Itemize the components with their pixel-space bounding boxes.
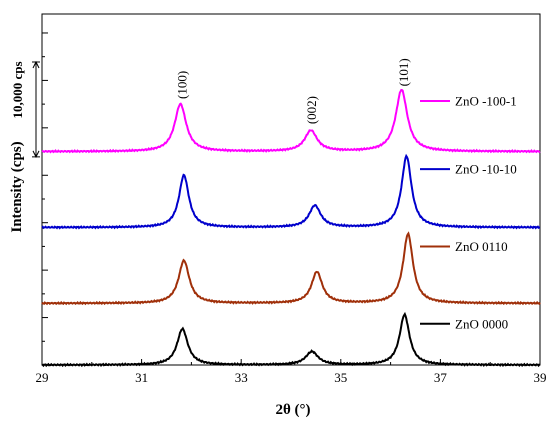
x-tick-label: 37 <box>434 370 448 385</box>
scale-bar-label: 10,000 cps <box>10 61 25 118</box>
peak-label-2: (101) <box>396 58 411 86</box>
axes <box>41 13 541 366</box>
scale-bar-arrow-up <box>32 60 40 69</box>
annotations: (100) (002) (101) <box>32 58 411 158</box>
x-axis-title: 2θ (°) <box>275 402 310 418</box>
peak-label-0: (100) <box>174 71 189 99</box>
x-tick-label: 31 <box>135 370 148 385</box>
series-line-2 <box>41 231 541 306</box>
ticks: 29 31 33 35 37 39 <box>36 32 547 385</box>
series-line-1 <box>41 153 541 230</box>
series-line-0 <box>41 88 541 154</box>
plot-frame <box>41 13 541 366</box>
legend-label-0: ZnO -100-1 <box>455 93 517 108</box>
legend-label-2: ZnO 0110 <box>455 239 508 254</box>
y-axis-title: Intensity (cps) <box>9 141 25 232</box>
series-line-3 <box>41 311 541 368</box>
x-tick-label: 39 <box>534 370 547 385</box>
scale-bar-arrow-down <box>32 150 40 158</box>
x-tick-label: 35 <box>334 370 347 385</box>
series-group <box>41 88 541 368</box>
x-tick-label: 33 <box>235 370 248 385</box>
legend: ZnO -100-1 ZnO -10-10 ZnO 0110 ZnO 0000 <box>420 93 517 331</box>
legend-label-3: ZnO 0000 <box>455 316 508 331</box>
legend-label-1: ZnO -10-10 <box>455 162 517 177</box>
peak-label-1: (002) <box>304 96 319 124</box>
x-tick-label: 29 <box>36 370 49 385</box>
